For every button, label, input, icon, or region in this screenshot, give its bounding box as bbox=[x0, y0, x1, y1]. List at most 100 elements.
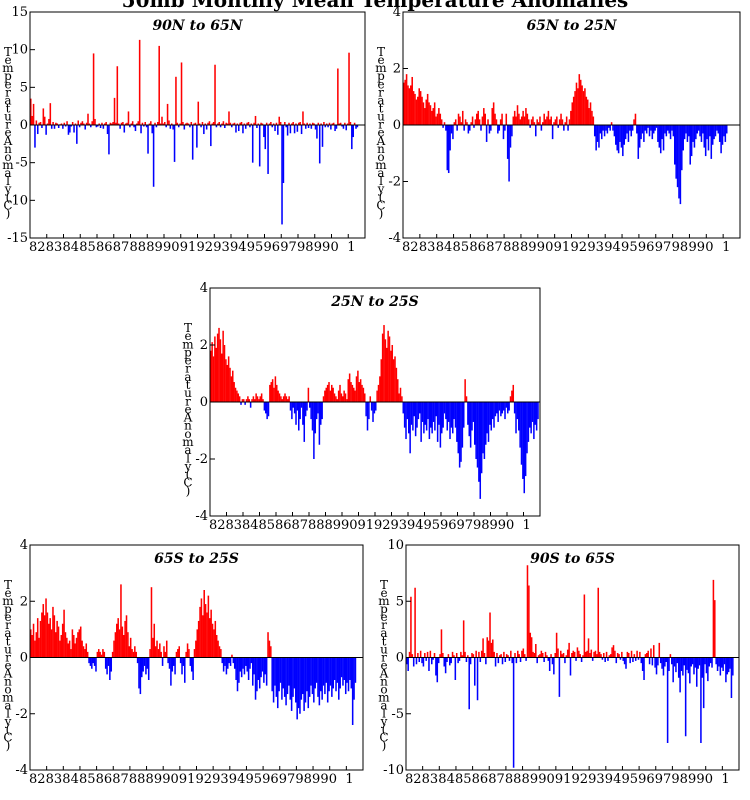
anomaly-bar bbox=[320, 123, 322, 125]
anomaly-bar bbox=[655, 125, 658, 128]
anomaly-bar bbox=[194, 122, 197, 125]
anomaly-bar bbox=[339, 122, 342, 125]
anomaly-bar bbox=[655, 657, 658, 675]
anomaly-bar bbox=[323, 121, 325, 125]
anomaly-bar bbox=[547, 657, 550, 661]
anomaly-bar bbox=[288, 396, 290, 402]
anomaly-bar bbox=[565, 116, 568, 125]
anomaly-bar bbox=[453, 655, 455, 658]
anomaly-bar bbox=[719, 657, 722, 676]
anomaly-bar bbox=[256, 396, 259, 402]
anomaly-bar bbox=[497, 402, 499, 422]
anomaly-bar bbox=[435, 657, 437, 676]
anomaly-bar bbox=[324, 125, 327, 128]
anomaly-bar bbox=[658, 642, 661, 658]
x-tick-label: 87 bbox=[488, 772, 505, 787]
anomaly-bar bbox=[161, 116, 163, 125]
anomaly-bar bbox=[569, 657, 572, 676]
anomaly-bar bbox=[447, 402, 450, 422]
anomaly-bar bbox=[584, 88, 586, 125]
x-tick-label: 96 bbox=[262, 772, 279, 787]
anomaly-bar bbox=[335, 125, 338, 129]
anomaly-bar bbox=[524, 402, 527, 477]
anomaly-bar bbox=[533, 122, 536, 125]
anomaly-bar bbox=[225, 122, 227, 125]
anomaly-bar bbox=[474, 402, 476, 445]
anomaly-bar bbox=[468, 657, 470, 710]
anomaly-bar bbox=[296, 125, 299, 132]
anomaly-bar bbox=[651, 125, 654, 140]
anomaly-bar bbox=[186, 122, 188, 125]
x-tick-label: 94 bbox=[229, 772, 246, 787]
anomaly-bar bbox=[252, 396, 255, 402]
anomaly-bar bbox=[472, 402, 475, 422]
anomaly-bar bbox=[561, 654, 563, 658]
anomaly-bar bbox=[648, 125, 651, 137]
anomaly-bar bbox=[519, 402, 521, 448]
anomaly-bar bbox=[231, 125, 233, 128]
anomaly-bar bbox=[442, 402, 444, 428]
anomaly-bar bbox=[357, 370, 359, 402]
anomaly-bar bbox=[410, 85, 412, 125]
x-tick-label: 94 bbox=[230, 240, 247, 255]
anomaly-bar bbox=[525, 108, 527, 125]
anomaly-bar bbox=[226, 123, 229, 125]
anomaly-bar bbox=[238, 657, 240, 683]
x-tick-label: 88 bbox=[503, 240, 520, 255]
anomaly-bar bbox=[386, 347, 388, 402]
anomaly-bar bbox=[526, 565, 529, 658]
anomaly-bar bbox=[491, 402, 494, 420]
anomaly-bar bbox=[718, 125, 721, 142]
anomaly-bar bbox=[233, 657, 236, 669]
anomaly-bar bbox=[84, 649, 86, 658]
anomaly-bar bbox=[315, 402, 318, 420]
anomaly-bar bbox=[95, 657, 97, 672]
anomaly-bar bbox=[714, 125, 717, 137]
anomaly-bar bbox=[337, 390, 340, 402]
anomaly-bar bbox=[122, 635, 125, 658]
anomaly-bar bbox=[658, 125, 661, 148]
anomaly-bar bbox=[536, 657, 538, 664]
anomaly-bar bbox=[491, 108, 494, 125]
anomaly-bar bbox=[714, 600, 716, 658]
anomaly-bar bbox=[203, 125, 205, 135]
anomaly-bar bbox=[671, 657, 673, 665]
anomaly-bar bbox=[534, 402, 537, 425]
x-tick-label: 86 bbox=[96, 772, 113, 787]
anomaly-bar bbox=[424, 653, 426, 658]
anomaly-bar bbox=[647, 125, 649, 128]
x-tick-label: 98 bbox=[297, 240, 314, 255]
anomaly-bar bbox=[229, 367, 231, 402]
anomaly-bar bbox=[270, 646, 272, 658]
anomaly-bar bbox=[716, 657, 719, 671]
anomaly-bar bbox=[178, 646, 180, 658]
anomaly-bar bbox=[48, 623, 50, 658]
anomaly-bar bbox=[517, 650, 519, 658]
anomaly-bar bbox=[325, 387, 328, 402]
anomaly-bar bbox=[494, 113, 496, 125]
anomaly-bar bbox=[525, 657, 527, 661]
anomaly-bar bbox=[254, 399, 256, 402]
anomaly-bar bbox=[342, 125, 345, 129]
anomaly-bar bbox=[281, 657, 283, 700]
anomaly-bar bbox=[446, 657, 448, 662]
anomaly-bar bbox=[444, 657, 447, 674]
y-tick-label: 0 bbox=[20, 651, 28, 666]
x-tick-label: 82 bbox=[29, 772, 46, 787]
anomaly-bar bbox=[289, 657, 291, 700]
anomaly-bar bbox=[710, 125, 713, 159]
anomaly-bar bbox=[85, 643, 88, 658]
anomaly-bar bbox=[651, 657, 654, 666]
anomaly-bar bbox=[96, 651, 99, 658]
x-tick-label: 94 bbox=[407, 518, 424, 533]
anomaly-bar bbox=[155, 125, 158, 128]
anomaly-bar bbox=[415, 657, 418, 665]
anomaly-bar bbox=[683, 657, 686, 666]
anomaly-bar bbox=[116, 66, 119, 125]
anomaly-bar bbox=[64, 125, 67, 127]
anomaly-bar bbox=[429, 650, 432, 658]
anomaly-bar bbox=[602, 125, 604, 131]
anomaly-bar bbox=[347, 657, 350, 692]
anomaly-bar bbox=[87, 113, 89, 125]
anomaly-bar bbox=[286, 657, 289, 695]
